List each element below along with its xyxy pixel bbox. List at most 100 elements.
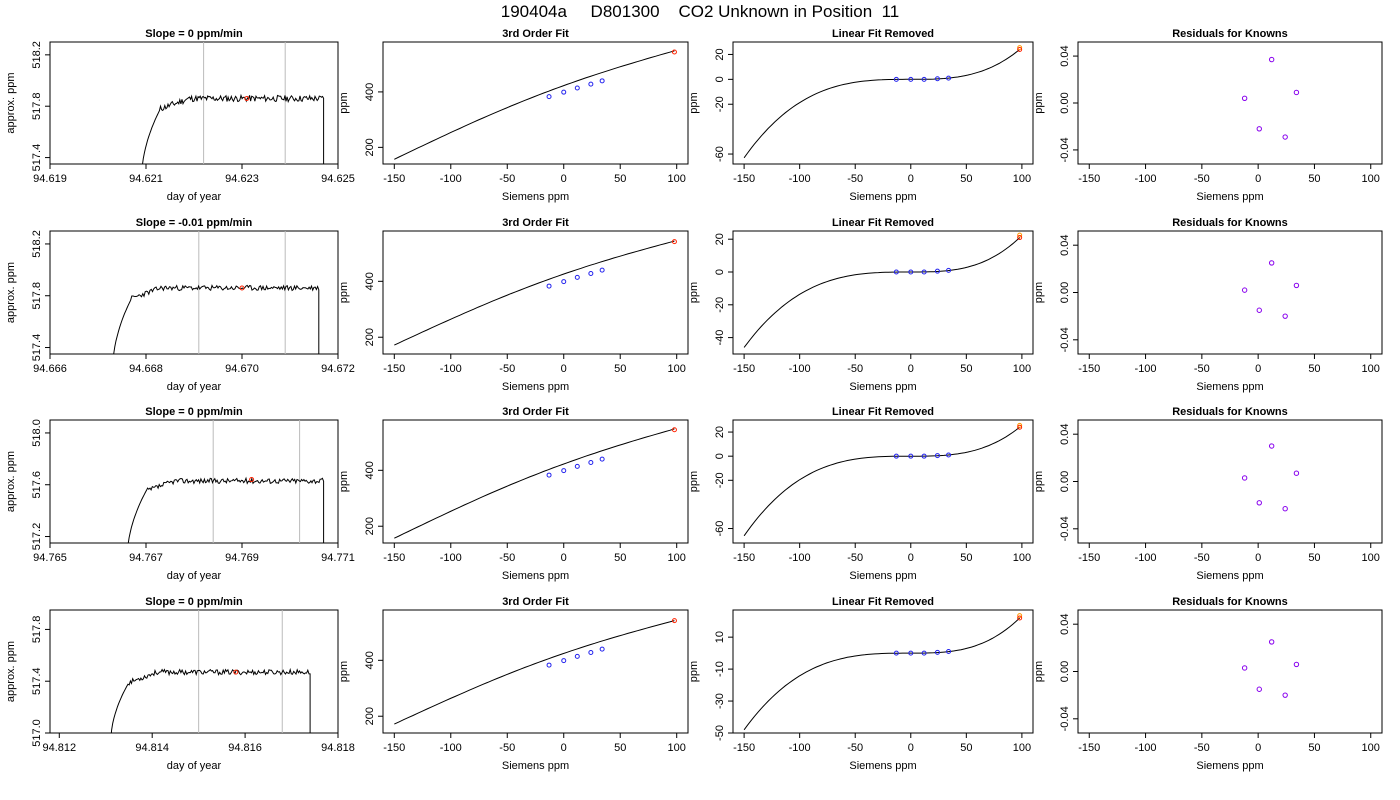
- unknown-point: [671, 618, 677, 624]
- residual-point: [1256, 686, 1262, 692]
- plot-frame: [49, 230, 339, 355]
- known-point: [908, 76, 914, 82]
- y-tick-label: -20: [714, 472, 726, 488]
- known-point: [893, 453, 899, 459]
- residual-point: [1293, 470, 1300, 476]
- residual-point: [1241, 475, 1248, 481]
- y-tick-label: 400: [364, 461, 376, 479]
- row2-fit-panel: 3rd Order Fit Siemens ppm ppm -150 -100 -50 0 5…: [338, 217, 689, 393]
- x-tick-label: -100: [1135, 742, 1157, 754]
- x-tick-label: 94.771: [321, 552, 355, 564]
- x-tick-label: -150: [733, 173, 755, 185]
- x-tick-label: 0: [561, 173, 567, 185]
- x-tick-label: 50: [1308, 173, 1320, 185]
- x-tick-label: -100: [1135, 363, 1157, 375]
- x-tick-label: 94.812: [42, 742, 76, 754]
- y-tick-label: 517.8: [31, 616, 43, 644]
- unknown-point: [1017, 235, 1023, 241]
- x-axis-label: Siemens ppm: [849, 381, 916, 393]
- x-tick-label: -50: [499, 363, 515, 375]
- x-tick-label: 94.619: [33, 173, 67, 185]
- y-tick-label: -60: [714, 146, 726, 162]
- plot-frame: [49, 609, 339, 734]
- known-point: [946, 649, 952, 655]
- y-axis-label: ppm: [338, 282, 350, 303]
- x-tick-label: -100: [1135, 552, 1157, 564]
- x-tick-label: -50: [1194, 173, 1210, 185]
- x-tick-label: 94.623: [225, 173, 259, 185]
- fit-curve: [394, 428, 675, 539]
- known-point: [921, 76, 927, 82]
- x-tick-label: 50: [960, 742, 972, 754]
- residual-curve: [743, 49, 1021, 159]
- x-tick-label: 94.670: [225, 363, 259, 375]
- plot-frame: [49, 419, 339, 544]
- x-tick-label: 50: [614, 742, 626, 754]
- x-tick-label: -150: [733, 363, 755, 375]
- trace-line: [113, 284, 320, 354]
- y-tick-label: 517.4: [31, 144, 43, 172]
- row3-fit-panel: 3rd Order Fit Siemens ppm ppm -150 -100 -50 0 5…: [338, 406, 689, 582]
- known-point: [561, 468, 567, 474]
- known-point: [546, 283, 552, 289]
- x-tick-label: 50: [614, 173, 626, 185]
- trace-line: [110, 667, 311, 733]
- y-tick-label: -0.04: [1059, 137, 1071, 162]
- y-tick-label: 517.6: [31, 471, 43, 499]
- x-tick-label: 50: [960, 552, 972, 564]
- known-point: [599, 646, 605, 652]
- x-axis-label: Siemens ppm: [1196, 760, 1263, 772]
- x-tick-label: 100: [1013, 173, 1031, 185]
- residual-curve: [743, 617, 1021, 731]
- residual-point: [1282, 134, 1288, 140]
- mean-point: [239, 285, 245, 291]
- x-axis-label: Siemens ppm: [1196, 191, 1263, 203]
- mean-point: [233, 669, 239, 675]
- y-tick-label: 0: [714, 76, 726, 82]
- panel-title: Linear Fit Removed: [832, 28, 934, 40]
- y-tick-label: -20: [714, 297, 726, 313]
- known-point: [946, 452, 952, 458]
- known-point: [921, 269, 927, 275]
- row1-linear-panel: Linear Fit Removed Siemens ppm ppm -150 -100…: [688, 28, 1034, 203]
- x-tick-label: 0: [561, 363, 567, 375]
- y-axis-label: ppm: [338, 92, 350, 113]
- panel-title: Slope = 0 ppm/min: [145, 28, 243, 40]
- plot-frame: [732, 230, 1034, 355]
- y-tick-label: 517.2: [31, 523, 43, 551]
- x-tick-label: 100: [1013, 552, 1031, 564]
- known-point: [893, 269, 899, 275]
- y-axis-label: ppm: [1033, 92, 1045, 113]
- flag-point: [1017, 232, 1023, 238]
- known-point: [908, 269, 914, 275]
- residual-point: [1293, 661, 1300, 668]
- plot-frame: [1077, 419, 1383, 544]
- x-axis-label: Siemens ppm: [502, 191, 569, 203]
- x-tick-label: -150: [383, 363, 405, 375]
- y-tick-label: 200: [364, 707, 376, 725]
- panel-title: 3rd Order Fit: [502, 217, 569, 229]
- plot-frame: [382, 41, 689, 165]
- x-axis-label: day of year: [167, 381, 222, 393]
- x-tick-label: -50: [847, 363, 863, 375]
- residual-point: [1268, 443, 1275, 449]
- y-tick-label: 20: [714, 48, 726, 60]
- x-tick-label: 94.765: [33, 552, 67, 564]
- residual-point: [1268, 56, 1275, 63]
- unknown-point: [671, 49, 677, 55]
- known-point: [934, 453, 940, 459]
- x-tick-label: 0: [1255, 742, 1261, 754]
- x-tick-label: -50: [499, 173, 515, 185]
- unknown-point: [1017, 424, 1023, 430]
- y-tick-label: 200: [364, 517, 376, 535]
- x-tick-label: -100: [789, 173, 811, 185]
- residual-point: [1268, 639, 1275, 645]
- x-tick-label: 0: [1255, 173, 1261, 185]
- panel-title: Residuals for Knowns: [1172, 217, 1288, 229]
- x-tick-label: -100: [789, 742, 811, 754]
- y-tick-label: 0: [714, 269, 726, 275]
- plot-frame: [49, 41, 339, 165]
- x-tick-label: -100: [440, 173, 462, 185]
- plot-frame: [1077, 609, 1383, 734]
- panel-title: Residuals for Knowns: [1172, 28, 1288, 40]
